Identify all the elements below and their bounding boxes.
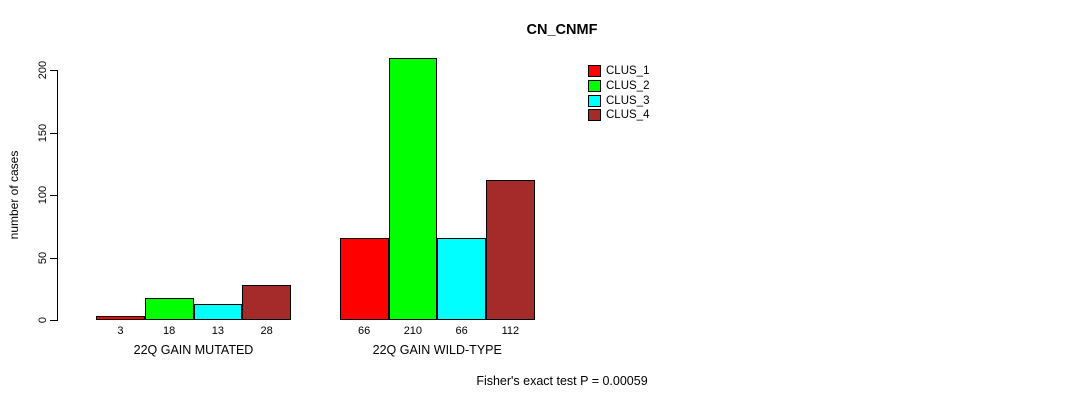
y-tick-label: 100 <box>37 185 49 205</box>
legend-item-clus_2: CLUS_2 <box>588 79 649 94</box>
legend-item-clus_1: CLUS_1 <box>588 64 649 79</box>
bar-clus_4-group1 <box>242 285 291 320</box>
y-axis-tick <box>50 132 57 134</box>
bar-clus_4-group2 <box>486 180 535 320</box>
bar-value-label: 28 <box>260 325 273 337</box>
bar-value-label: 18 <box>163 325 176 337</box>
bar-clus_3-group2 <box>437 237 486 320</box>
chart-title: CN_CNMF <box>526 22 598 38</box>
legend: CLUS_1 CLUS_2 CLUS_3 CLUS_4 <box>588 64 649 123</box>
y-tick-label: 200 <box>37 60 49 80</box>
legend-item-clus_3: CLUS_3 <box>588 93 649 108</box>
y-tick-label: 0 <box>37 316 49 324</box>
y-axis-line <box>57 70 58 321</box>
bar-value-label: 210 <box>403 325 423 337</box>
bar-clus_3-group1 <box>193 303 243 320</box>
x-category-label: 22Q GAIN MUTATED <box>133 343 254 357</box>
bar-value-label: 13 <box>211 325 224 337</box>
legend-swatch-clus_4 <box>588 109 601 122</box>
legend-label: CLUS_1 <box>606 65 650 78</box>
fisher-test-annotation: Fisher's exact test P = 0.00059 <box>476 374 648 388</box>
legend-label: CLUS_4 <box>606 109 650 122</box>
bar-value-label: 66 <box>358 325 371 337</box>
y-tick-label: 150 <box>37 123 49 142</box>
y-axis-tick <box>50 195 57 196</box>
y-axis-tick <box>50 70 57 71</box>
legend-swatch-clus_1 <box>588 65 601 78</box>
bar-clus_2-group2 <box>388 57 438 320</box>
bar-value-label: 112 <box>501 325 520 337</box>
bar-value-label: 3 <box>117 325 124 337</box>
legend-label: CLUS_2 <box>606 80 650 93</box>
legend-swatch-clus_3 <box>588 94 601 107</box>
bar-clus_1-group1 <box>96 316 145 320</box>
legend-label: CLUS_3 <box>606 94 650 107</box>
y-axis-tick <box>50 257 57 259</box>
y-axis-label: number of cases <box>7 150 21 240</box>
legend-item-clus_4: CLUS_4 <box>588 108 649 123</box>
bar-value-label: 66 <box>455 325 468 337</box>
legend-swatch-clus_2 <box>588 80 601 93</box>
bar-clus_2-group1 <box>144 297 194 320</box>
x-category-label: 22Q GAIN WILD-TYPE <box>372 343 502 357</box>
y-tick-label: 50 <box>37 251 49 264</box>
y-axis-tick <box>50 320 57 321</box>
bar-clus_1-group2 <box>339 237 389 320</box>
